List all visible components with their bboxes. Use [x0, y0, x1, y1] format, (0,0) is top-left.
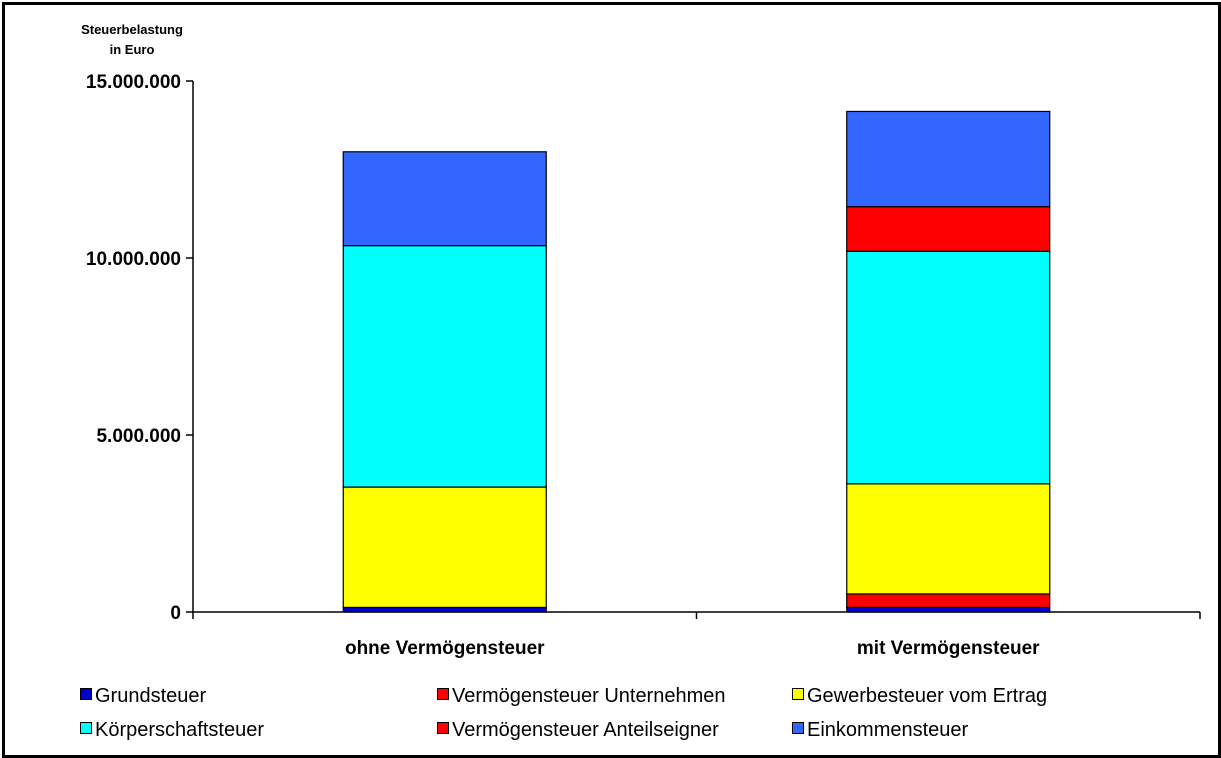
legend-label: Körperschaftsteuer: [95, 719, 264, 741]
bar-segment: [342, 606, 547, 613]
y-axis-title: Steuerbelastung in Euro: [62, 20, 202, 60]
x-category-label: mit Vermögensteuer: [857, 638, 1040, 659]
x-category-label: ohne Vermögensteuer: [345, 638, 545, 659]
bar-segment: [846, 593, 1051, 608]
y-tick-label: 10.000.000: [86, 249, 181, 270]
bar-segment: [342, 486, 547, 608]
bar-segment: [846, 250, 1051, 485]
legend-label: Grundsteuer: [95, 685, 207, 707]
y-axis-title-line-1: Steuerbelastung: [81, 22, 183, 37]
bar-segment: [342, 245, 547, 488]
bar-segment: [846, 206, 1051, 252]
legend-label: Vermögensteuer Unternehmen: [452, 685, 726, 707]
y-axis-title-line-2: in Euro: [109, 42, 155, 57]
legend-label: Gewerbesteuer vom Ertrag: [807, 685, 1048, 707]
legend-swatch: [437, 722, 449, 734]
bar-segment: [846, 606, 1051, 613]
bar-segment: [846, 110, 1051, 208]
legend-swatch: [80, 688, 92, 700]
y-tick-label: 0: [170, 603, 181, 624]
legend-label: Vermögensteuer Anteilseigner: [452, 719, 719, 741]
y-tick-label: 15.000.000: [86, 72, 181, 93]
legend-swatch: [80, 722, 92, 734]
bar-segment: [342, 151, 547, 247]
legend-swatch: [792, 722, 804, 734]
bar-segment: [846, 483, 1051, 595]
legend-label: Einkommensteuer: [807, 719, 969, 741]
y-tick-label: 5.000.000: [96, 426, 181, 447]
legend-swatch: [792, 688, 804, 700]
legend-swatch: [437, 688, 449, 700]
